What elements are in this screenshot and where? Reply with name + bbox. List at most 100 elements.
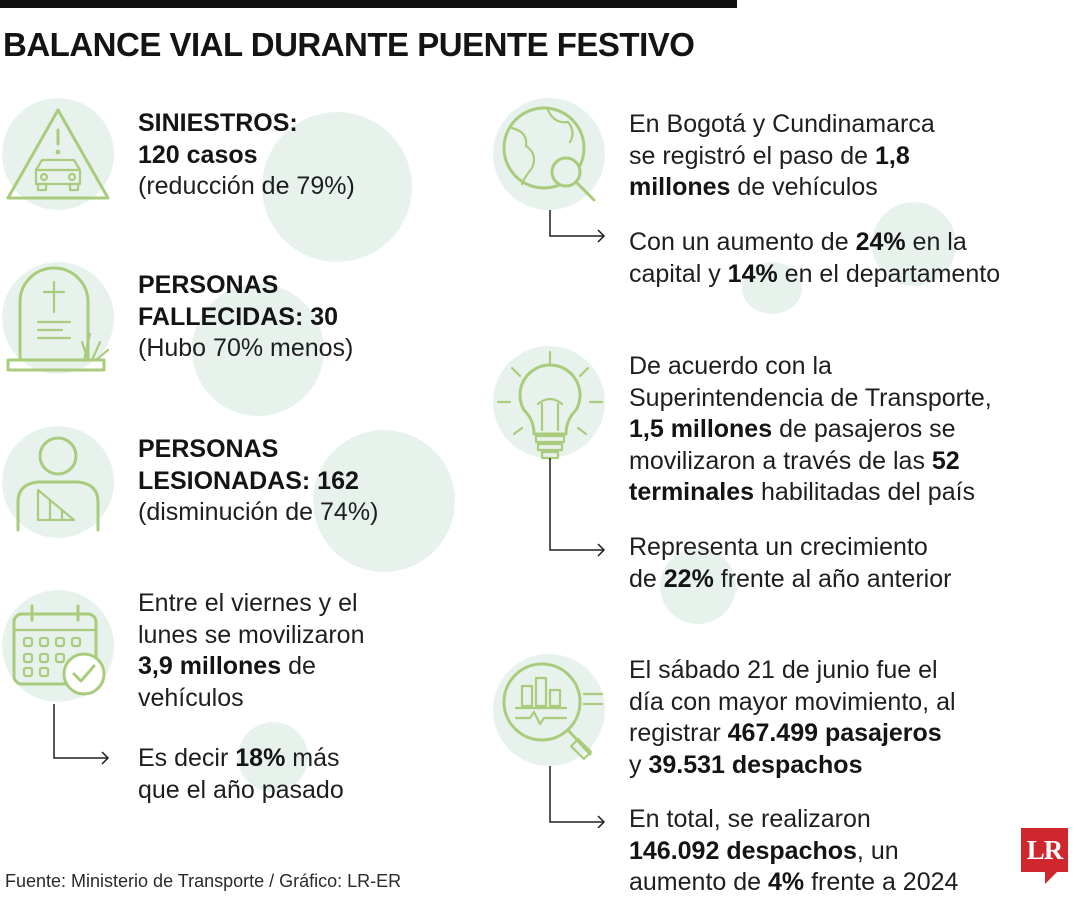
lightbulb-icon [494,350,606,466]
connector-arrow [546,766,608,828]
sabado-line-1: El sábado 21 de junio fue el [629,656,938,684]
bogota-line-2-pre: se registró el paso de [629,141,875,170]
sabado-sub-line-3-pre: aumento de [629,868,768,896]
bg-circle [192,284,324,416]
sabado-sub-figure-2: 4% [768,868,805,896]
connector-arrow [546,210,608,244]
car-warning-icon [4,104,112,204]
vehiculos-figure: 3,9 millones [138,652,282,680]
sabado-sub-line-3: aumento de 4% frente a 2024 [629,867,958,899]
vehiculos-sub-block: Es decir 18% más que el año pasado [138,743,344,806]
terminales-sub-post: frente al año anterior [713,564,952,593]
source-credit: Fuente: Ministerio de Transporte / Gráfi… [5,871,402,891]
vehiculos-sub-line-2: que el año pasado [138,775,344,804]
bogota-sub2-pre: capital y [629,259,728,288]
sabado-sub-line-3-post: frente a 2024 [804,868,959,896]
lesionadas-heading-1: PERSONAS [138,435,279,463]
sabado-sub-line-1: En total, se realizaron [629,805,871,833]
bg-circle [872,202,956,286]
lesionadas-block: PERSONAS LESIONADAS: 162 (disminución de… [138,434,378,529]
vehiculos-line-1: Entre el viernes y el [138,589,358,617]
siniestros-note: (reducción de 79%) [138,172,355,200]
bogota-sub-figure-2: 14% [727,259,778,288]
vehiculos-block: Entre el viernes y el lunes se movilizar… [138,588,365,714]
terminales-figure-3: terminales [629,478,755,506]
bogota-sub-post: en la [905,228,967,256]
sabado-sub-figure-1: 146.092 despachos [629,836,857,865]
vehiculos-line-3-rest: de [281,652,316,680]
vehiculos-line-4: vehículos [138,683,244,712]
terminales-line-3-post: de pasajeros se [772,415,956,443]
lesionadas-note: (disminución de 74%) [138,498,379,526]
terminales-line-1: De acuerdo con la [629,352,832,380]
bg-circle [313,430,455,572]
terminales-line-2: Superintendencia de Transporte, [629,383,992,412]
bg-circle [238,722,308,792]
terminales-figure-2: 52 [931,446,960,475]
sabado-block: El sábado 21 de junio fue el día con may… [629,655,956,781]
vehiculos-line-2: lunes se movilizaron [138,620,365,649]
sabado-line-4-pre: y [629,750,649,779]
bogota-sub-line-1: Con un aumento de 24% en la [629,227,1000,259]
vehiculos-sub-line-1: Es decir 18% más [138,743,344,775]
connector-arrow [546,458,608,558]
fallecidas-block: PERSONAS FALLECIDAS: 30 (Hubo 70% menos) [138,270,353,365]
lr-logo: LR [1021,828,1068,872]
bogota-sub-figure-1: 24% [855,228,906,256]
fallecidas-heading-1: PERSONAS [138,271,279,299]
injured-person-icon [8,430,108,534]
sabado-line-4: y 39.531 despachos [629,750,956,782]
connector-arrow [50,704,112,766]
terminales-sub-line-1: Representa un crecimiento [629,533,928,561]
calendar-check-icon [10,602,110,698]
terminales-sub-figure: 22% [663,564,714,593]
terminales-block: De acuerdo con la Superintendencia de Tr… [629,351,992,509]
vehiculos-sub-figure: 18% [235,744,286,772]
sabado-line-2: día con mayor movimiento, al [629,687,956,716]
bogota-line-3: millones de vehículos [629,172,935,204]
terminales-line-3: 1,5 millones de pasajeros se [629,414,992,446]
bg-circle [660,548,736,624]
terminales-line-4: movilizaron a través de las 52 [629,446,992,478]
siniestros-heading: SINIESTROS: [138,109,298,137]
bogota-block: En Bogotá y Cundinamarca se registró el … [629,109,935,204]
terminales-line-4-pre: movilizaron a través de las [629,446,932,475]
sabado-sub-line-2: 146.092 despachos, un [629,836,958,868]
bg-circle [742,262,802,314]
sabado-sub-line-2-post: , un [856,836,899,865]
sabado-sub-block: En total, se realizaron 146.092 despacho… [629,804,958,899]
lr-logo-tail [1045,872,1057,884]
vehiculos-sub-pre: Es decir [138,744,236,772]
bogota-line-1: En Bogotá y Cundinamarca [629,110,935,138]
fallecidas-note: (Hubo 70% menos) [138,334,354,362]
fallecidas-heading-2: FALLECIDAS: 30 [138,302,339,331]
bogota-sub2-post: en el departamento [777,259,1001,288]
sabado-figure-2: 39.531 despachos [648,750,863,779]
vehiculos-line-3: 3,9 millones de [138,651,365,683]
terminales-figure-1: 1,5 millones [629,415,773,443]
siniestros-value: 120 casos [138,140,258,169]
bogota-sub-block: Con un aumento de 24% en la capital y 14… [629,227,1000,290]
terminales-line-5: terminales habilitadas del país [629,477,992,509]
globe-search-icon [498,102,602,206]
bg-circle [262,112,412,262]
sabado-line-3: registrar 467.499 pasajeros [629,718,956,750]
bogota-figure-2: millones [629,173,731,201]
tombstone-icon [4,262,112,374]
chart-search-icon [496,660,604,764]
terminales-line-5-post: habilitadas del país [754,478,976,506]
bogota-figure-1: 1,8 [874,141,910,170]
siniestros-block: SINIESTROS: 120 casos (reducción de 79%) [138,108,355,203]
terminales-sub-pre: de [629,564,664,593]
bogota-sub-pre: Con un aumento de [629,228,856,256]
bogota-line-3-post: de vehículos [730,173,878,201]
terminales-sub-block: Representa un crecimiento de 22% frente … [629,532,951,595]
top-rule [0,0,737,8]
bogota-line-2: se registró el paso de 1,8 [629,141,935,173]
terminales-sub-line-2: de 22% frente al año anterior [629,564,951,596]
sabado-line-3-pre: registrar [629,719,728,747]
sabado-figure-1: 467.499 pasajeros [727,719,942,747]
page-title: BALANCE VIAL DURANTE PUENTE FESTIVO [3,26,695,63]
bogota-sub-line-2: capital y 14% en el departamento [629,259,1000,291]
vehiculos-sub-post: más [285,744,340,772]
